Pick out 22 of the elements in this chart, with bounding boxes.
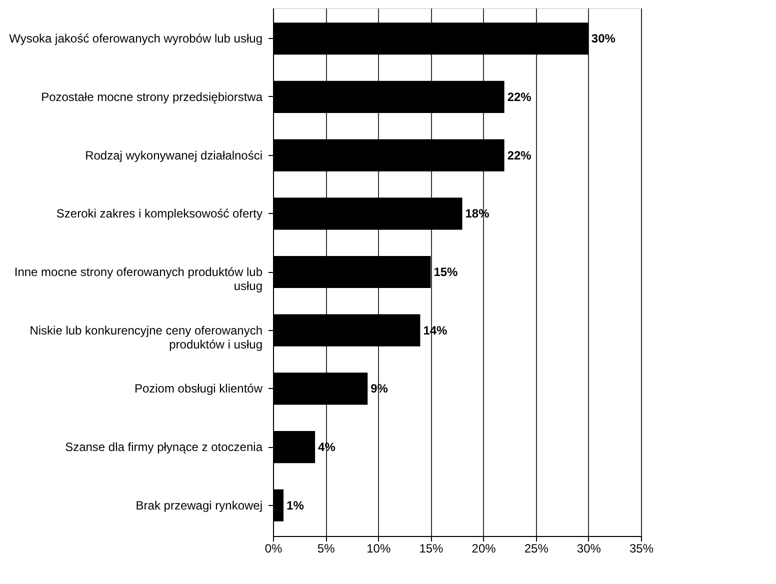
y-tick-label: Pozostałe mocne strony przedsiębiorstwa	[41, 90, 263, 104]
data-label: 1%	[286, 498, 304, 512]
data-label: 22%	[507, 148, 532, 162]
x-tick-label: 10%	[366, 542, 391, 556]
data-label: 30%	[591, 32, 616, 46]
y-tick-label: Szanse dla firmy płynące z otoczenia	[65, 440, 263, 454]
x-tick-label: 35%	[629, 542, 654, 556]
x-tick-label: 25%	[524, 542, 549, 556]
y-tick-label: Wysoka jakość oferowanych wyrobów lub usług	[9, 32, 262, 46]
data-label: 15%	[434, 265, 458, 279]
x-tick-label: 30%	[576, 542, 602, 556]
y-tick-label: Szeroki zakres i kompleksowość oferty	[56, 206, 262, 221]
y-tick-label: Niskie lub konkurencyjne ceny oferowanych produktów i usług	[30, 323, 262, 352]
data-label: 22%	[507, 90, 532, 104]
y-tick-label: Poziom obsługi klientów	[134, 382, 263, 396]
y-tick-label: Inne mocne strony oferowanych produktów lub usług	[14, 265, 263, 293]
y-tick-label: Rodzaj wykonywanej działalności	[85, 148, 262, 162]
x-tick-label: 0%	[264, 542, 282, 556]
x-tick-label: 5%	[317, 542, 336, 556]
x-tick-label: 20%	[472, 542, 496, 556]
x-tick-label: 15%	[419, 542, 444, 556]
y-tick-label: Brak przewagi rynkowej	[136, 498, 262, 512]
